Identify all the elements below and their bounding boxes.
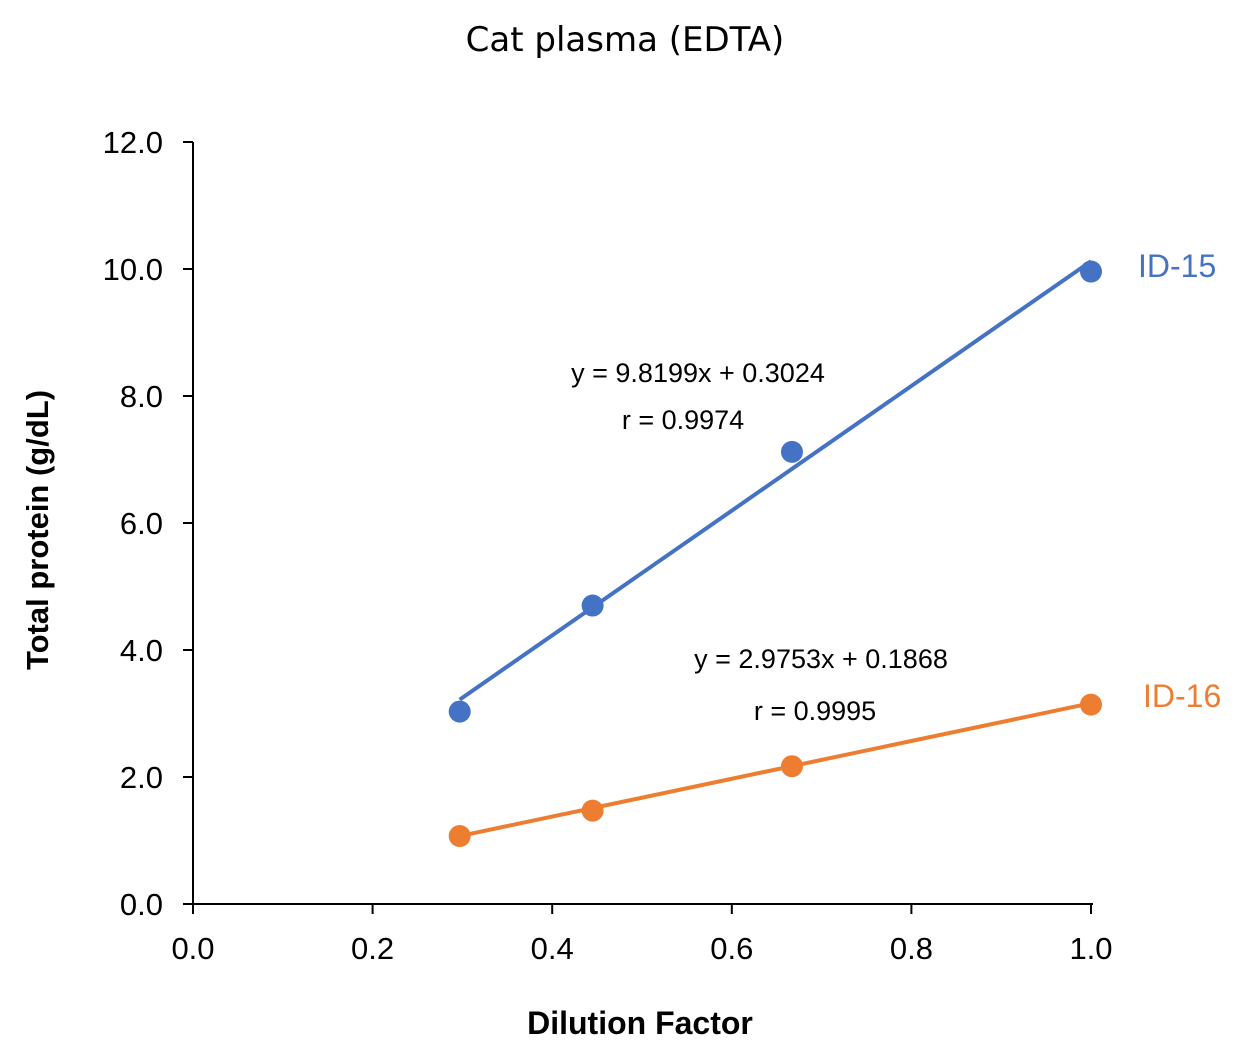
x-axis-label: Dilution Factor [527, 1005, 753, 1041]
series-label-2: ID-16 [1143, 678, 1221, 714]
trendline-equation-2: y = 2.9753x + 0.1868 [694, 644, 948, 674]
x-tick-label: 1.0 [1069, 931, 1112, 966]
trendline-2 [459, 701, 1092, 838]
x-tick-label: 0.6 [710, 931, 753, 966]
y-tick-label: 4.0 [120, 633, 163, 668]
x-tick-label: 0.4 [531, 931, 574, 966]
y-tick-label: 0.0 [120, 887, 163, 922]
correlation-label-1: r = 0.9974 [622, 405, 744, 435]
y-tick-label: 12.0 [103, 125, 163, 160]
series-label-1: ID-15 [1138, 248, 1216, 284]
y-tick-label: 8.0 [120, 379, 163, 414]
x-tick-label: 0.2 [351, 931, 394, 966]
data-point-1 [1080, 260, 1102, 283]
chart-title: Cat plasma (EDTA) [465, 20, 785, 60]
trendline-1 [458, 259, 1093, 702]
y-tick-label: 10.0 [103, 252, 163, 287]
data-point-2 [448, 825, 471, 848]
data-point-2 [780, 755, 803, 778]
correlation-label-2: r = 0.9995 [754, 696, 876, 726]
data-point-2 [581, 799, 604, 822]
y-axis-label: Total protein (g/dL) [20, 389, 55, 671]
y-tick-label: 2.0 [120, 760, 163, 795]
trendline-equation-1: y = 9.8199x + 0.3024 [571, 358, 825, 388]
data-point-2 [1080, 693, 1102, 716]
data-point-1 [581, 594, 604, 617]
data-point-1 [448, 700, 471, 723]
x-tick-label: 0.0 [171, 931, 214, 966]
y-tick-label: 6.0 [120, 506, 163, 541]
x-tick-label: 0.8 [890, 931, 933, 966]
data-point-1 [780, 440, 803, 463]
